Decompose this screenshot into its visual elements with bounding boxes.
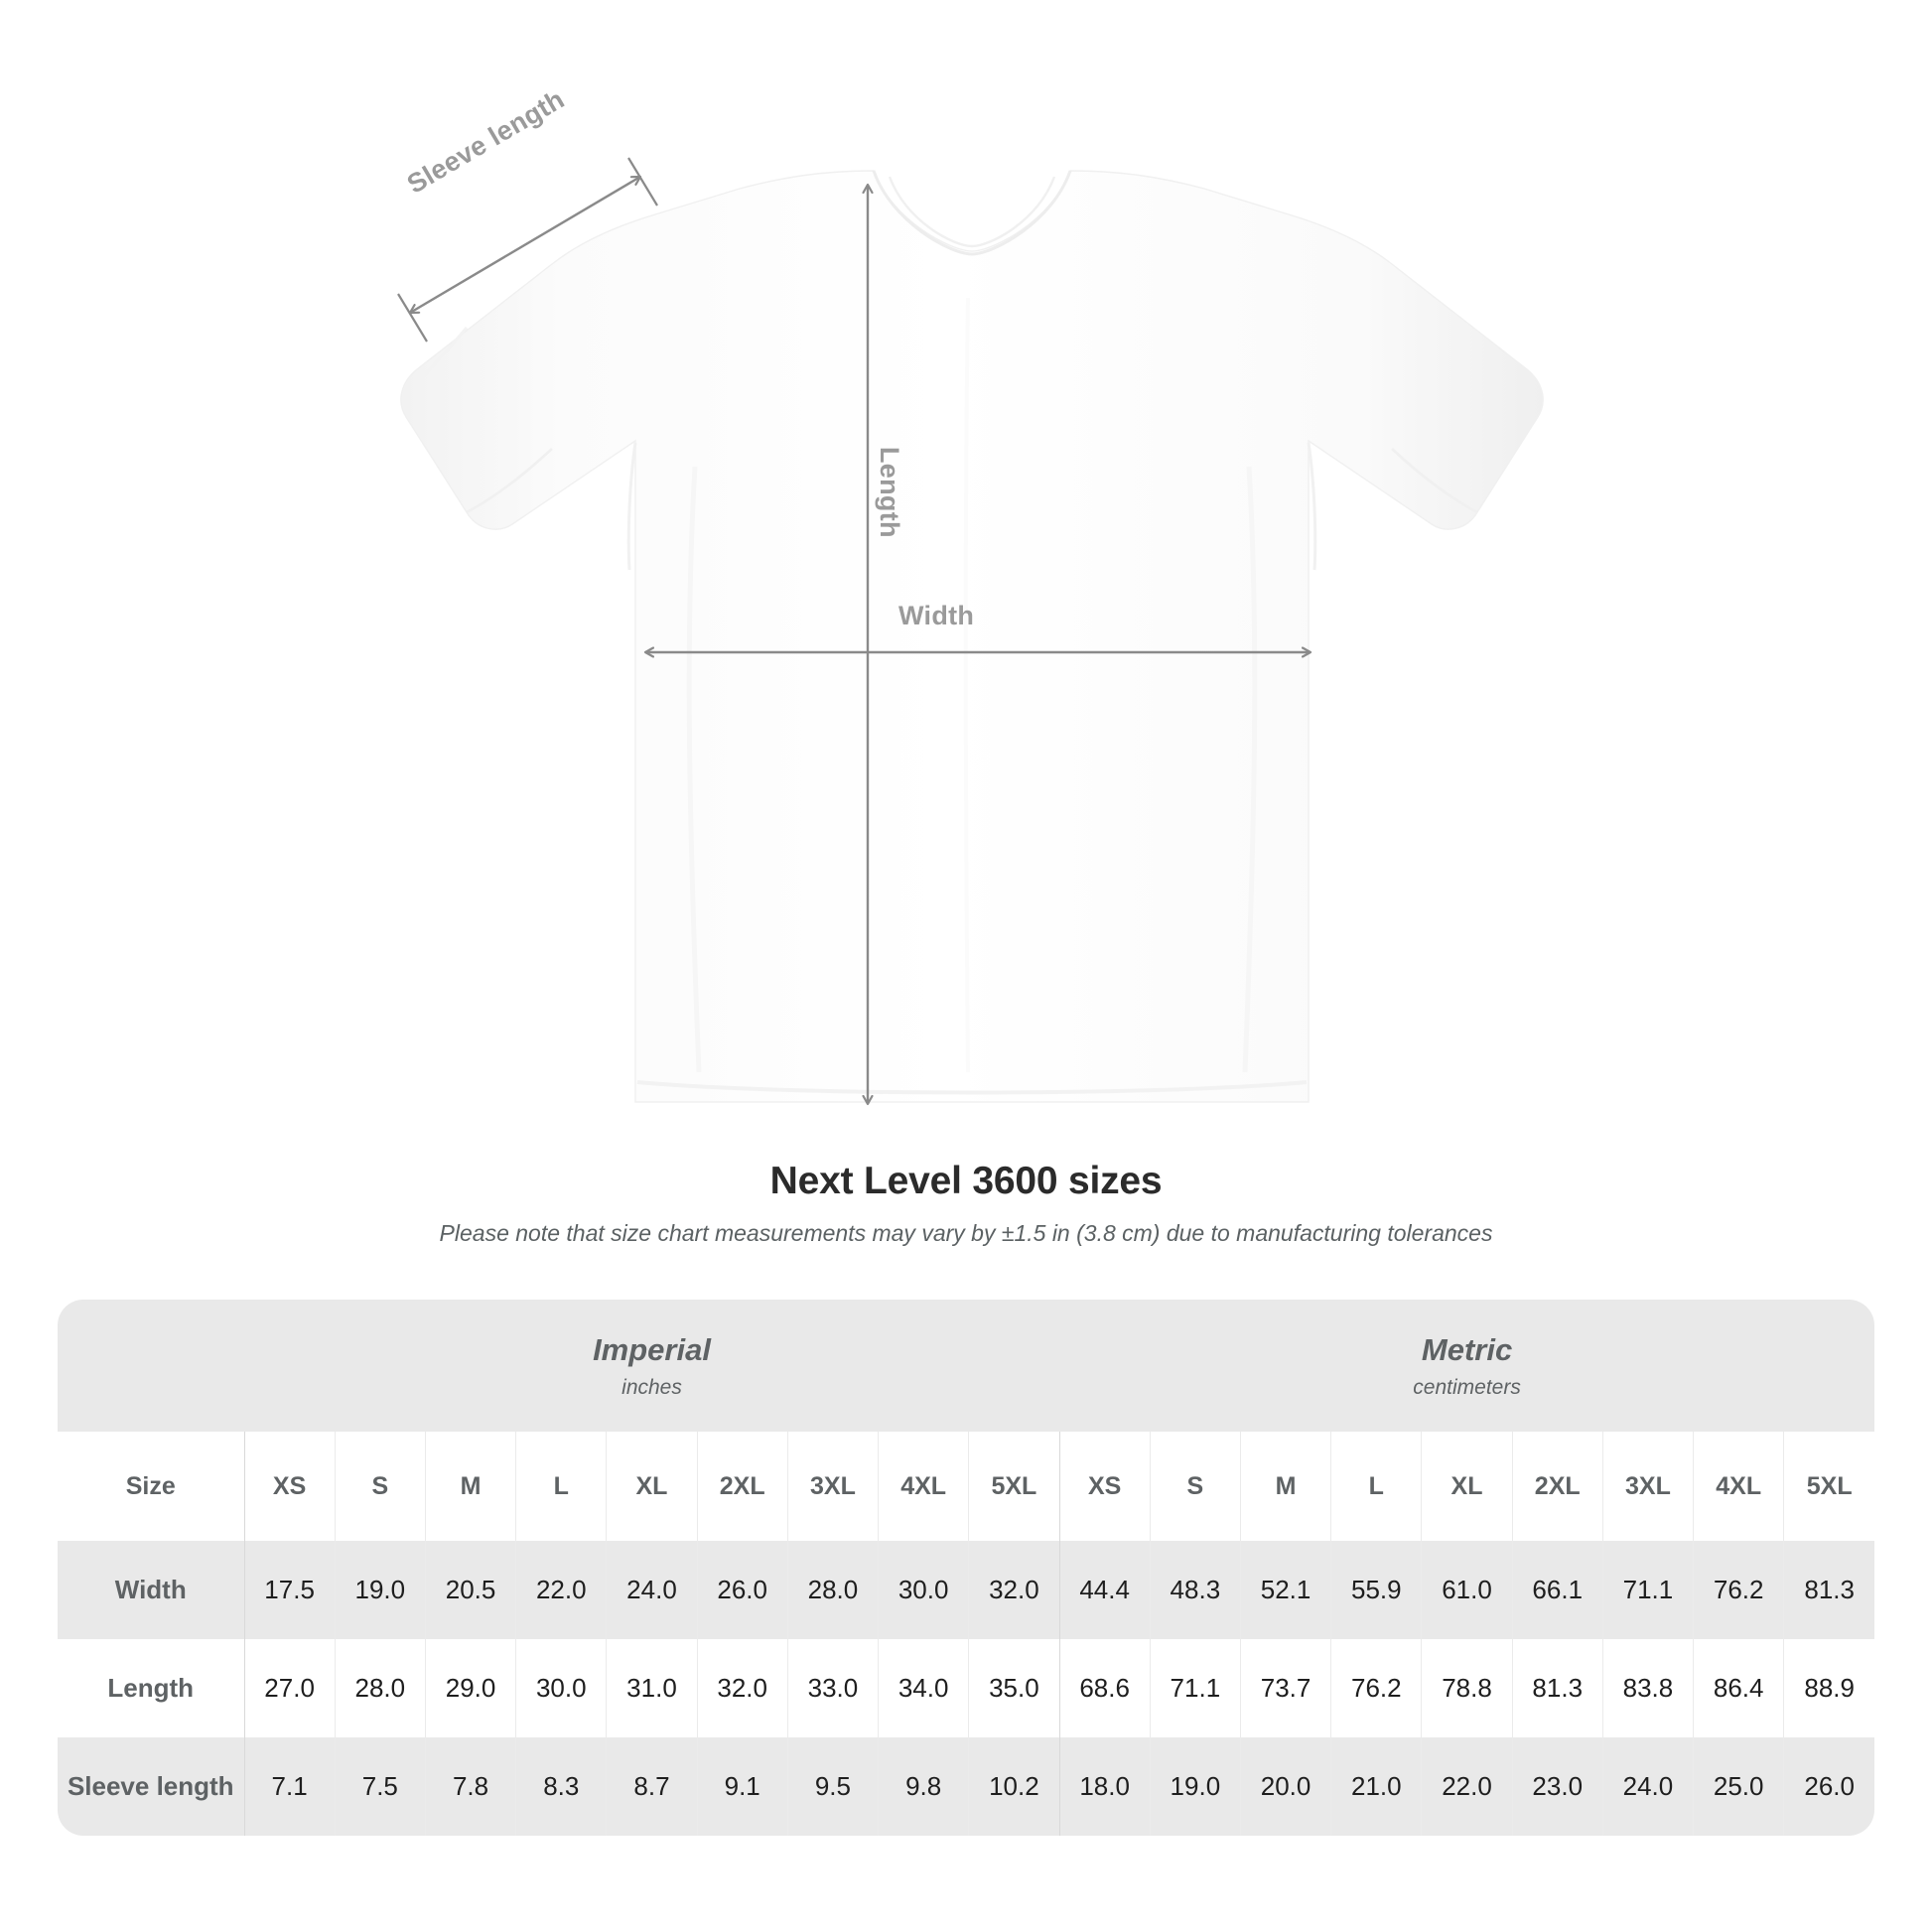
cell-metric-length-2xl: 81.3	[1511, 1639, 1603, 1737]
size-header-metric-s: S	[1149, 1432, 1241, 1541]
size-header-imperial-4xl: 4XL	[878, 1432, 969, 1541]
unit-group-subtitle: centimeters	[1413, 1375, 1521, 1399]
row-label-sleeve-length: Sleeve length	[58, 1737, 244, 1836]
size-header-label: Size	[58, 1432, 244, 1541]
cell-imperial-length-m: 29.0	[424, 1639, 516, 1737]
unit-group-subtitle: inches	[621, 1375, 682, 1399]
cell-imperial-sleeve-length-2xl: 9.1	[696, 1737, 788, 1836]
unit-header-row: Imperial inches Metric centimeters	[58, 1300, 1875, 1432]
size-header-imperial-3xl: 3XL	[786, 1432, 879, 1541]
cell-metric-sleeve-length-m: 20.0	[1239, 1737, 1331, 1836]
cell-imperial-width-2xl: 26.0	[696, 1541, 788, 1639]
cell-metric-length-4xl: 86.4	[1693, 1639, 1784, 1737]
page-title: Next Level 3600 sizes	[769, 1160, 1163, 1202]
cell-metric-length-xs: 68.6	[1058, 1639, 1151, 1737]
cell-imperial-width-m: 20.5	[424, 1541, 516, 1639]
unit-group-metric: Metric centimeters	[1059, 1300, 1875, 1432]
cell-metric-sleeve-length-xs: 18.0	[1058, 1737, 1151, 1836]
cell-metric-length-xl: 78.8	[1421, 1639, 1513, 1737]
page-subtitle: Please note that size chart measurements…	[439, 1219, 1493, 1246]
cell-metric-width-2xl: 66.1	[1511, 1541, 1603, 1639]
width-label: Width	[898, 601, 975, 630]
cell-imperial-length-xs: 27.0	[243, 1639, 336, 1737]
cell-metric-length-3xl: 83.8	[1601, 1639, 1694, 1737]
cell-metric-sleeve-length-l: 21.0	[1330, 1737, 1422, 1836]
row-label-length: Length	[58, 1639, 244, 1737]
cell-imperial-width-s: 19.0	[334, 1541, 426, 1639]
length-label: Length	[875, 447, 904, 538]
cell-imperial-length-3xl: 33.0	[786, 1639, 879, 1737]
cell-metric-sleeve-length-4xl: 25.0	[1693, 1737, 1784, 1836]
cell-imperial-width-l: 22.0	[515, 1541, 607, 1639]
cell-metric-length-m: 73.7	[1239, 1639, 1331, 1737]
size-header-imperial-2xl: 2XL	[696, 1432, 788, 1541]
cell-metric-width-3xl: 71.1	[1601, 1541, 1694, 1639]
shirt-shape	[400, 170, 1544, 1103]
size-header-metric-5xl: 5XL	[1783, 1432, 1875, 1541]
size-chart-table: Imperial inches Metric centimeters Size XS S M L…	[58, 1300, 1875, 1836]
cell-imperial-width-3xl: 28.0	[786, 1541, 879, 1639]
table-row: Sleeve length 7.1 7.5 7.8 8.3 8.7 9.1 9.5 9.8 10.…	[58, 1737, 1875, 1836]
cell-imperial-width-xs: 17.5	[243, 1541, 336, 1639]
size-header-metric-xs: XS	[1058, 1432, 1151, 1541]
size-header-imperial-m: M	[424, 1432, 516, 1541]
size-header-imperial-xs: XS	[243, 1432, 336, 1541]
cell-metric-sleeve-length-s: 19.0	[1149, 1737, 1241, 1836]
table-row: Length 27.0 28.0 29.0 30.0 31.0 32.0 33.0 34.0 35…	[58, 1639, 1875, 1737]
cell-metric-sleeve-length-xl: 22.0	[1421, 1737, 1513, 1836]
tshirt-diagram: Sleeve length Length Width	[397, 84, 1544, 1152]
cell-metric-sleeve-length-3xl: 24.0	[1601, 1737, 1694, 1836]
cell-metric-width-m: 52.1	[1239, 1541, 1331, 1639]
cell-imperial-sleeve-length-l: 8.3	[515, 1737, 607, 1836]
cell-imperial-length-2xl: 32.0	[696, 1639, 788, 1737]
cell-metric-length-l: 76.2	[1330, 1639, 1422, 1737]
cell-imperial-length-xl: 31.0	[606, 1639, 698, 1737]
cell-metric-width-xl: 61.0	[1421, 1541, 1513, 1639]
cell-imperial-width-xl: 24.0	[606, 1541, 698, 1639]
size-header-metric-2xl: 2XL	[1511, 1432, 1603, 1541]
unit-group-name: Metric	[1421, 1332, 1513, 1368]
cell-metric-width-l: 55.9	[1330, 1541, 1422, 1639]
cell-imperial-sleeve-length-5xl: 10.2	[968, 1737, 1060, 1836]
cell-metric-sleeve-length-5xl: 26.0	[1783, 1737, 1875, 1836]
cell-imperial-sleeve-length-m: 7.8	[424, 1737, 516, 1836]
cell-metric-sleeve-length-2xl: 23.0	[1511, 1737, 1603, 1836]
cell-metric-width-s: 48.3	[1149, 1541, 1241, 1639]
size-header-imperial-l: L	[515, 1432, 607, 1541]
cell-imperial-length-s: 28.0	[334, 1639, 426, 1737]
cell-metric-length-s: 71.1	[1149, 1639, 1241, 1737]
cell-imperial-width-5xl: 32.0	[968, 1541, 1060, 1639]
size-header-row: Size XS S M L XL 2XL 3XL 4XL 5XL XS S M L XL 2XL 3XL 4XL 5…	[58, 1432, 1875, 1541]
table-row: Width 17.5 19.0 20.5 22.0 24.0 26.0 28.0 30.0 32.…	[58, 1541, 1875, 1639]
cell-imperial-sleeve-length-4xl: 9.8	[878, 1737, 969, 1836]
cell-metric-length-5xl: 88.9	[1783, 1639, 1875, 1737]
title-block: Next Level 3600 sizes Please note that s…	[0, 1160, 1932, 1247]
unit-group-name: Imperial	[593, 1332, 711, 1368]
row-label-width: Width	[58, 1541, 244, 1639]
size-header-metric-3xl: 3XL	[1601, 1432, 1694, 1541]
size-header-metric-4xl: 4XL	[1693, 1432, 1784, 1541]
cell-imperial-sleeve-length-xl: 8.7	[606, 1737, 698, 1836]
unit-group-imperial: Imperial inches	[244, 1300, 1060, 1432]
cell-metric-width-xs: 44.4	[1058, 1541, 1151, 1639]
size-header-metric-m: M	[1239, 1432, 1331, 1541]
cell-metric-width-5xl: 81.3	[1783, 1541, 1875, 1639]
cell-imperial-sleeve-length-s: 7.5	[334, 1737, 426, 1836]
size-header-metric-l: L	[1330, 1432, 1422, 1541]
cell-imperial-length-5xl: 35.0	[968, 1639, 1060, 1737]
tshirt-illustration	[397, 157, 1544, 1152]
cell-metric-width-4xl: 76.2	[1693, 1541, 1784, 1639]
size-header-metric-xl: XL	[1421, 1432, 1513, 1541]
cell-imperial-length-l: 30.0	[515, 1639, 607, 1737]
size-chart-table-wrap: Imperial inches Metric centimeters Size XS S M L…	[58, 1300, 1875, 1836]
size-header-imperial-xl: XL	[606, 1432, 698, 1541]
unit-band-corner	[58, 1300, 244, 1432]
cell-imperial-width-4xl: 30.0	[878, 1541, 969, 1639]
cell-imperial-sleeve-length-3xl: 9.5	[786, 1737, 879, 1836]
sleeve-length-measure	[397, 157, 658, 343]
size-header-imperial-s: S	[334, 1432, 426, 1541]
cell-imperial-sleeve-length-xs: 7.1	[243, 1737, 336, 1836]
size-header-imperial-5xl: 5XL	[968, 1432, 1060, 1541]
cell-imperial-length-4xl: 34.0	[878, 1639, 969, 1737]
